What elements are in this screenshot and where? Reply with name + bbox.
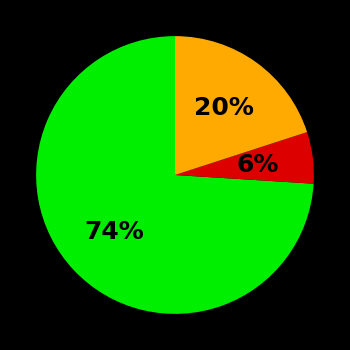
Wedge shape [36, 36, 314, 314]
Wedge shape [175, 36, 307, 175]
Text: 74%: 74% [84, 220, 144, 244]
Text: 20%: 20% [194, 96, 254, 120]
Text: 6%: 6% [237, 153, 279, 176]
Wedge shape [175, 132, 314, 184]
